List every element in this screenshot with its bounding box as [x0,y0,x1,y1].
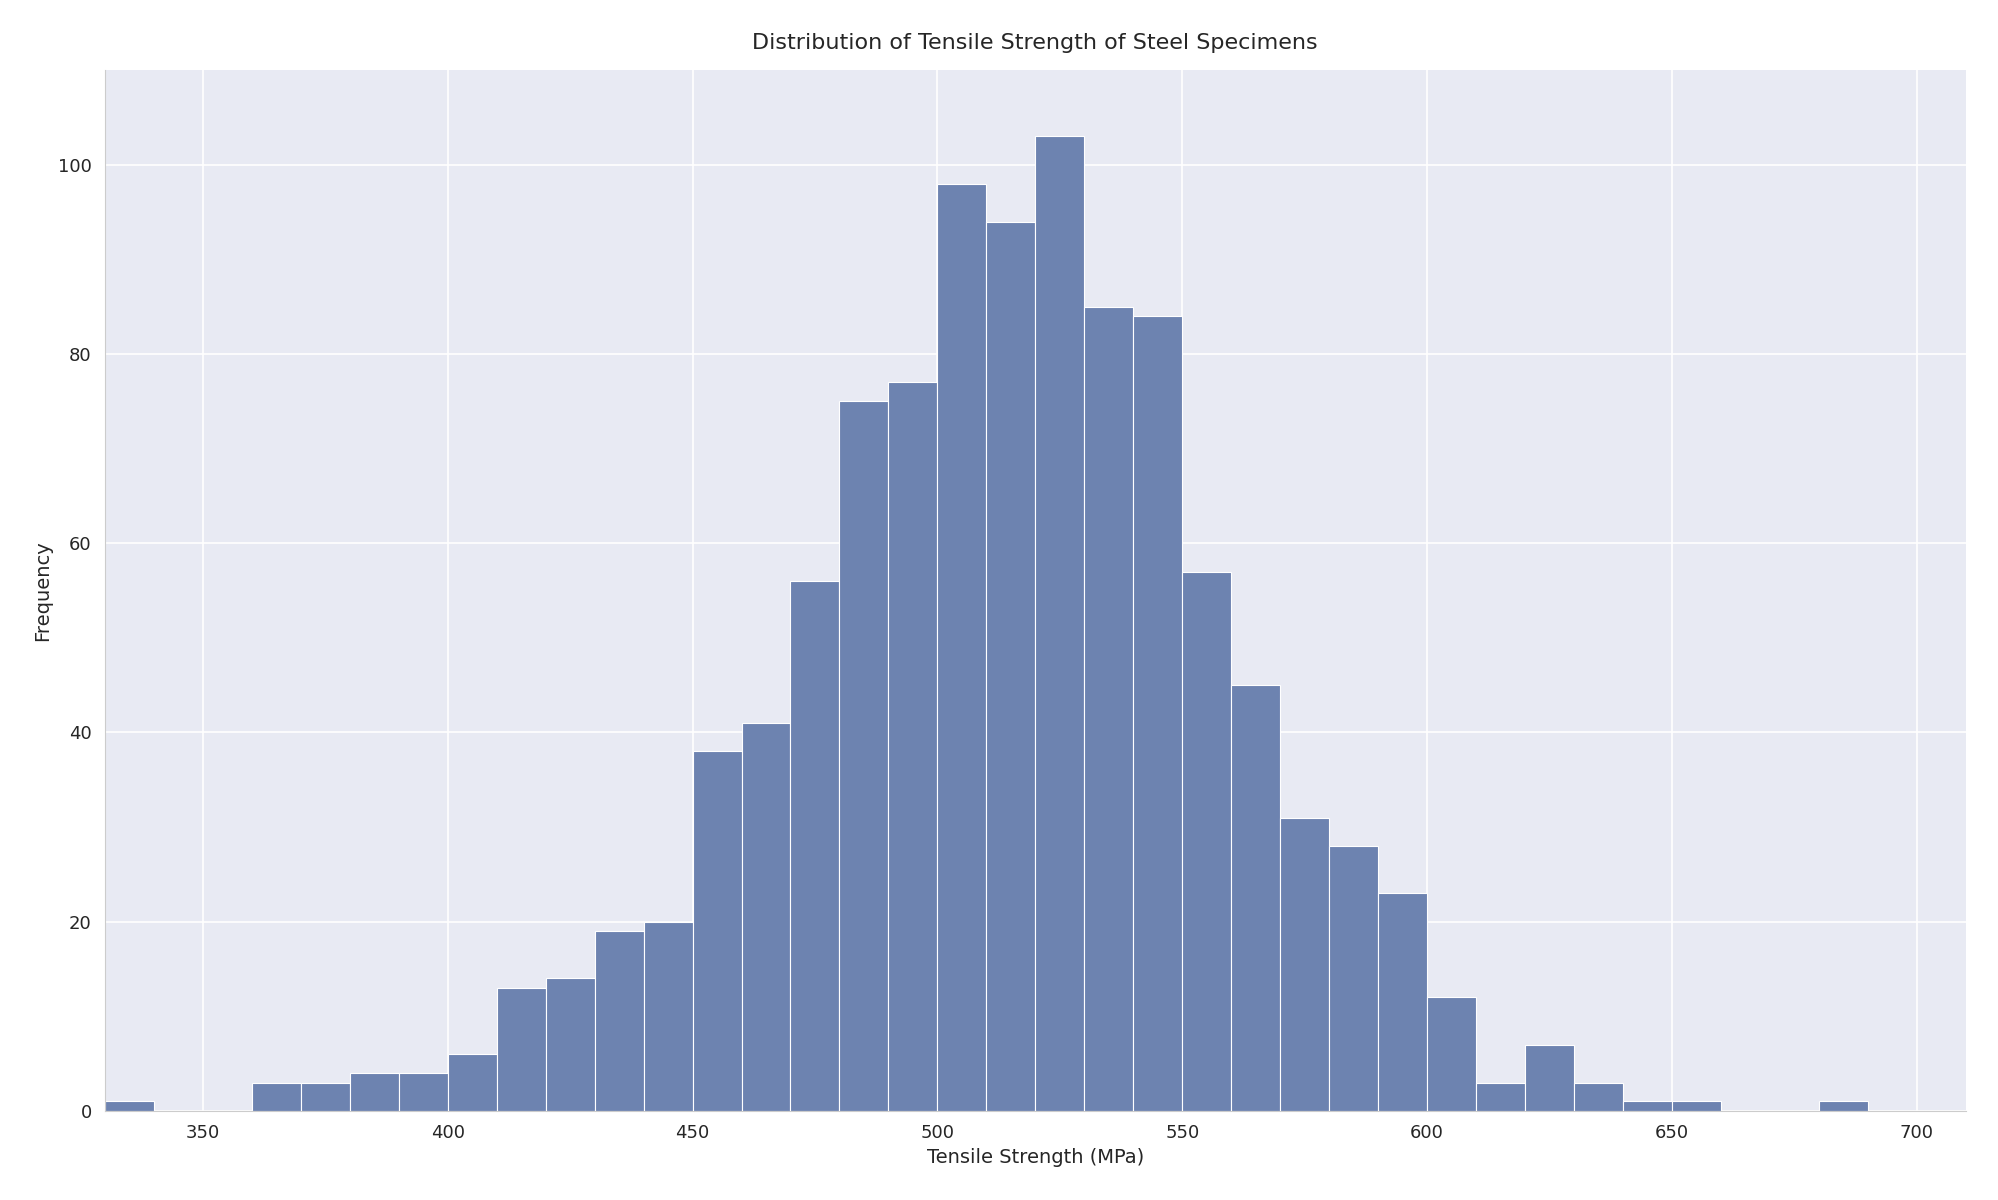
Bar [839,401,887,1111]
Bar [1083,307,1133,1111]
Bar [1524,1045,1572,1111]
X-axis label: Tensile Strength (MPa): Tensile Strength (MPa) [927,1147,1143,1166]
Bar [1622,1102,1670,1111]
Bar [593,931,643,1111]
Bar [1818,1102,1866,1111]
Bar [1475,1082,1524,1111]
Bar [1231,685,1279,1111]
Bar [252,1082,300,1111]
Bar [300,1082,350,1111]
Bar [887,383,937,1111]
Bar [448,1054,496,1111]
Bar [985,222,1035,1111]
Y-axis label: Frequency: Frequency [34,540,52,641]
Title: Distribution of Tensile Strength of Steel Specimens: Distribution of Tensile Strength of Stee… [751,34,1317,53]
Bar [1133,316,1181,1111]
Bar [1377,893,1427,1111]
Bar [789,581,839,1111]
Bar [643,922,691,1111]
Bar [1279,817,1329,1111]
Bar [1035,137,1083,1111]
Bar [106,1102,154,1111]
Bar [937,184,985,1111]
Bar [1181,571,1231,1111]
Bar [398,1073,448,1111]
Bar [545,978,593,1111]
Bar [1670,1102,1720,1111]
Bar [496,988,545,1111]
Bar [1329,846,1377,1111]
Bar [691,751,741,1111]
Bar [350,1073,398,1111]
Bar [741,724,789,1111]
Bar [1427,997,1475,1111]
Bar [1572,1082,1622,1111]
